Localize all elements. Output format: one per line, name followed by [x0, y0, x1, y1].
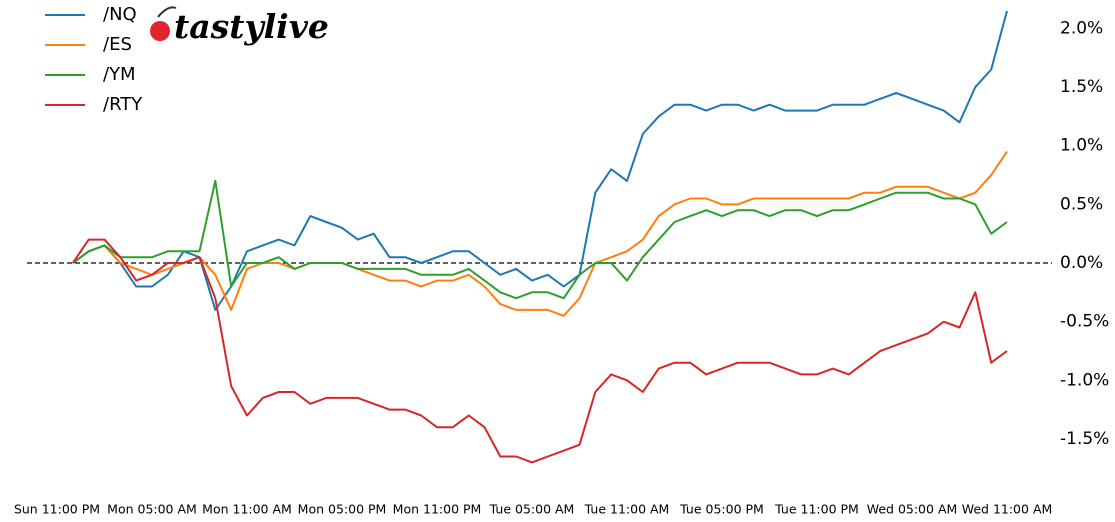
logo-stem [157, 6, 177, 18]
series-line [72, 179, 1008, 300]
legend-item: /RTY [45, 94, 143, 115]
x-tick-label: Tue 05:00 AM [489, 502, 575, 517]
y-tick-label: 0.0% [1060, 253, 1103, 273]
x-tick-label: Mon 05:00 AM [107, 502, 197, 517]
x-tick-label: Wed 05:00 AM [867, 502, 958, 517]
legend-item: /YM [45, 64, 136, 85]
legend-label: /ES [103, 34, 132, 55]
legend-item: /NQ [45, 4, 137, 25]
x-tick-label: Tue 05:00 PM [679, 502, 764, 517]
y-tick-label: 2.0% [1060, 18, 1103, 38]
x-tick-label: Mon 11:00 AM [202, 502, 292, 517]
series-line [71, 238, 1008, 464]
logo-cherry [150, 21, 170, 41]
y-tick-label: -1.5% [1060, 429, 1109, 449]
x-tick-label: Tue 11:00 PM [774, 502, 859, 517]
legend-label: /YM [103, 64, 136, 85]
y-tick-label: -1.0% [1060, 370, 1109, 390]
y-tick-label: -0.5% [1060, 312, 1109, 332]
x-tick-label: Tue 11:00 AM [584, 502, 670, 517]
legend-label: /RTY [103, 94, 143, 115]
y-tick-label: 0.5% [1060, 194, 1103, 214]
x-tick-label: Mon 11:00 PM [393, 502, 482, 517]
x-tick-label: Mon 05:00 PM [298, 502, 387, 517]
y-tick-label: 1.0% [1060, 136, 1103, 156]
logo: tastylive [150, 6, 329, 46]
x-tick-label: Sun 11:00 PM [14, 502, 100, 517]
x-tick-label: Wed 11:00 AM [962, 502, 1053, 517]
y-tick-label: 1.5% [1060, 77, 1103, 97]
legend-item: /ES [45, 34, 132, 55]
legend-label: /NQ [103, 4, 137, 25]
series-line [72, 151, 1008, 317]
series-line [72, 10, 1008, 311]
logo-text: tastylive [174, 7, 329, 46]
